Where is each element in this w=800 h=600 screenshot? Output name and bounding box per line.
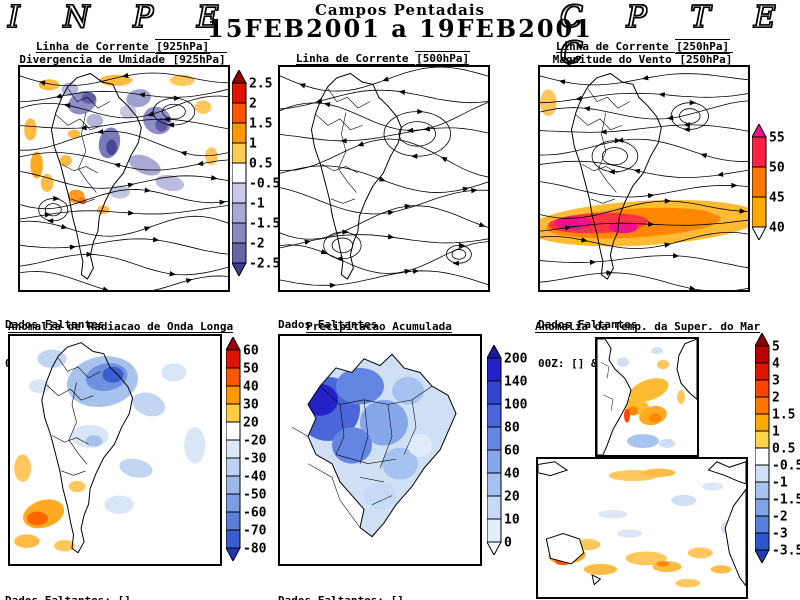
svg-text:2.5: 2.5	[249, 77, 272, 92]
streamlines-250hpa-map	[538, 65, 750, 292]
svg-text:200: 200	[504, 352, 528, 367]
svg-text:-80: -80	[243, 542, 267, 557]
svg-text:-2: -2	[249, 237, 265, 252]
svg-text:60: 60	[243, 344, 259, 359]
svg-text:30: 30	[243, 398, 259, 413]
svg-text:4: 4	[772, 357, 780, 372]
colorbar-sst-anomaly: 5 4 3 2 1.5 1 0.5 -0.5 -1 -1.5 -2 -3 -3.5	[754, 331, 800, 567]
streamlines-500hpa-map	[278, 65, 490, 292]
colorbar-olr-anomaly: 60 50 40 30 20 -20 -30 -40 -50 -60 -70 -80	[225, 335, 278, 565]
svg-text:1.5: 1.5	[772, 408, 795, 423]
cptec-logo: C P T E C	[559, 0, 793, 72]
svg-text:-2.5: -2.5	[249, 257, 280, 272]
svg-text:3: 3	[772, 374, 780, 389]
panel-precip-title: Precipitacao Acumulada	[306, 320, 452, 333]
olr-anomaly-map	[8, 334, 222, 566]
svg-text:50: 50	[243, 362, 259, 377]
svg-text:-60: -60	[243, 506, 267, 521]
svg-text:-40: -40	[243, 470, 267, 485]
svg-text:1: 1	[772, 425, 780, 440]
svg-text:80: 80	[504, 421, 520, 436]
svg-text:-20: -20	[243, 434, 267, 449]
svg-text:-1: -1	[249, 197, 265, 212]
streamlines-925hpa-map	[18, 65, 230, 292]
svg-text:55: 55	[769, 131, 785, 146]
svg-text:0: 0	[504, 536, 512, 551]
colorbar-moisture-divergence: 2.5 2 1.5 1 0.5 -0.5 -1 -1.5 -2 -2.5	[231, 68, 284, 280]
svg-text:20: 20	[504, 490, 520, 505]
svg-text:-1.5: -1.5	[249, 217, 280, 232]
svg-text:40: 40	[504, 467, 520, 482]
svg-text:60: 60	[504, 444, 520, 459]
panel-sst-title: Anomalia da Temp. da Super. do Mar	[535, 320, 761, 333]
svg-text:0.5: 0.5	[249, 157, 272, 172]
sst-atlantic-map	[595, 337, 699, 457]
svg-text:40: 40	[243, 380, 259, 395]
svg-text:-0.5: -0.5	[249, 177, 280, 192]
svg-text:10: 10	[504, 513, 520, 528]
svg-text:-70: -70	[243, 524, 267, 539]
panel-olr-title: Anomalia de Radiacao de Onda Longa	[8, 320, 234, 333]
svg-text:40: 40	[769, 221, 785, 236]
page-title: Campos Pentadais	[314, 1, 485, 19]
svg-text:2: 2	[772, 391, 780, 406]
svg-text:0.5: 0.5	[772, 442, 795, 457]
svg-text:-1.5: -1.5	[772, 493, 800, 508]
colorbar-wind-magnitude: 55 50 45 40	[751, 122, 800, 244]
panel-250hpa-title: Linha de Corrente [250hPa] Magnitude do …	[552, 39, 734, 67]
svg-text:-3.5: -3.5	[772, 544, 800, 559]
panel-500hpa-title: Linha de Corrente [500hPa]	[295, 51, 471, 66]
svg-text:2: 2	[249, 97, 257, 112]
svg-text:50: 50	[769, 161, 785, 176]
panel-precip-missing-data: Dados Faltantes: []	[278, 568, 404, 600]
svg-text:5: 5	[772, 340, 780, 355]
svg-text:-50: -50	[243, 488, 267, 503]
colorbar-precipitation: 200 140 100 80 60 40 20 10 0	[486, 343, 539, 559]
svg-text:-3: -3	[772, 527, 788, 542]
svg-text:1: 1	[249, 137, 257, 152]
svg-text:100: 100	[504, 398, 528, 413]
sst-pacific-map	[536, 457, 748, 599]
svg-text:1.5: 1.5	[249, 117, 272, 132]
svg-text:-0.5: -0.5	[772, 459, 800, 474]
svg-text:-2: -2	[772, 510, 788, 525]
svg-text:-30: -30	[243, 452, 267, 467]
precipitation-map	[278, 334, 482, 566]
panel-925hpa-title: Linha de Corrente [925hPa] Divergencia d…	[19, 39, 227, 67]
panel-olr-missing-data: Dados Faltantes: []	[5, 568, 131, 600]
date-range: 15FEB2001 a 19FEB2001	[207, 14, 593, 43]
svg-text:45: 45	[769, 191, 785, 206]
svg-text:140: 140	[504, 375, 528, 390]
svg-text:20: 20	[243, 416, 259, 431]
svg-text:-1: -1	[772, 476, 788, 491]
inpe-logo: I N P E	[7, 0, 236, 36]
